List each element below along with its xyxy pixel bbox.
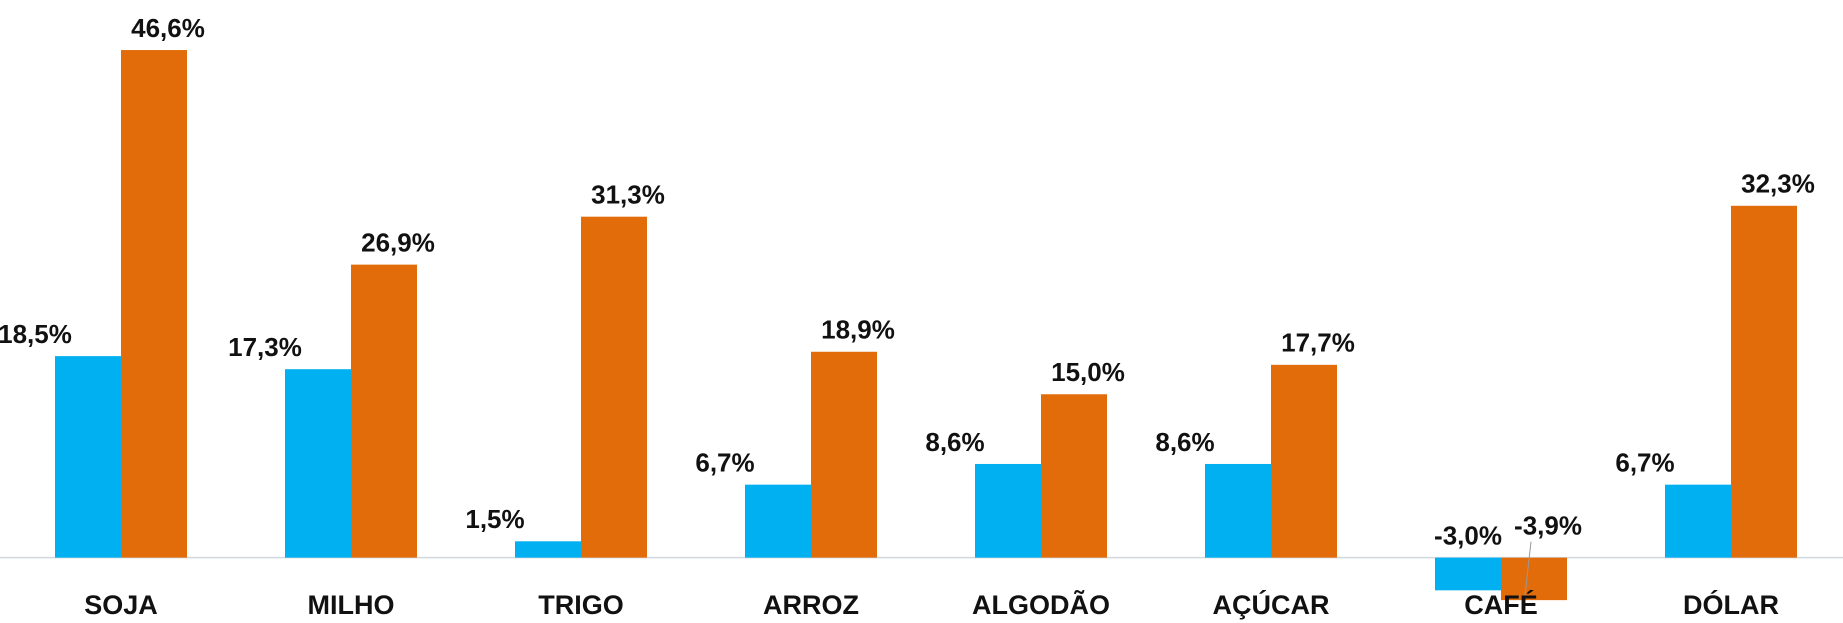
x-tick-label: MILHO [308, 590, 395, 620]
value-label: 46,6% [131, 13, 205, 43]
bar [351, 264, 417, 558]
value-label: -3,9% [1514, 511, 1582, 541]
bar [285, 369, 351, 558]
value-label: 15,0% [1051, 357, 1125, 387]
value-label: 8,6% [1155, 427, 1214, 457]
value-label: 32,3% [1741, 169, 1815, 199]
x-tick-label: TRIGO [538, 590, 624, 620]
value-label: 8,6% [925, 427, 984, 457]
x-tick-label: DÓLAR [1683, 589, 1779, 620]
value-label: 1,5% [465, 504, 524, 534]
bar [55, 356, 121, 558]
bar [975, 463, 1041, 558]
value-label: 31,3% [591, 180, 665, 210]
value-label: 26,9% [361, 228, 435, 258]
value-label: 6,7% [1615, 448, 1674, 478]
x-tick-label: CAFÉ [1464, 589, 1538, 620]
bar [745, 484, 811, 558]
bar [515, 541, 581, 558]
x-tick-label: AÇÚCAR [1213, 589, 1330, 620]
bar [1501, 557, 1567, 601]
value-label: 18,5% [0, 319, 72, 349]
bar [1731, 205, 1797, 558]
value-label: 17,3% [228, 332, 302, 362]
bar [811, 351, 877, 558]
x-tick-label: SOJA [84, 590, 158, 620]
bar [1665, 484, 1731, 558]
bar [1041, 394, 1107, 558]
x-tick-label: ALGODÃO [972, 589, 1110, 620]
bar [121, 50, 187, 558]
bar [581, 216, 647, 558]
x-tick-label: ARROZ [763, 590, 859, 620]
value-label: 17,7% [1281, 328, 1355, 358]
value-label: 6,7% [695, 448, 754, 478]
bar [1271, 364, 1337, 558]
value-label: -3,0% [1434, 521, 1502, 551]
bar [1435, 557, 1501, 591]
value-label: 18,9% [821, 315, 895, 345]
leader-line [1524, 541, 1532, 596]
bar [1205, 463, 1271, 558]
